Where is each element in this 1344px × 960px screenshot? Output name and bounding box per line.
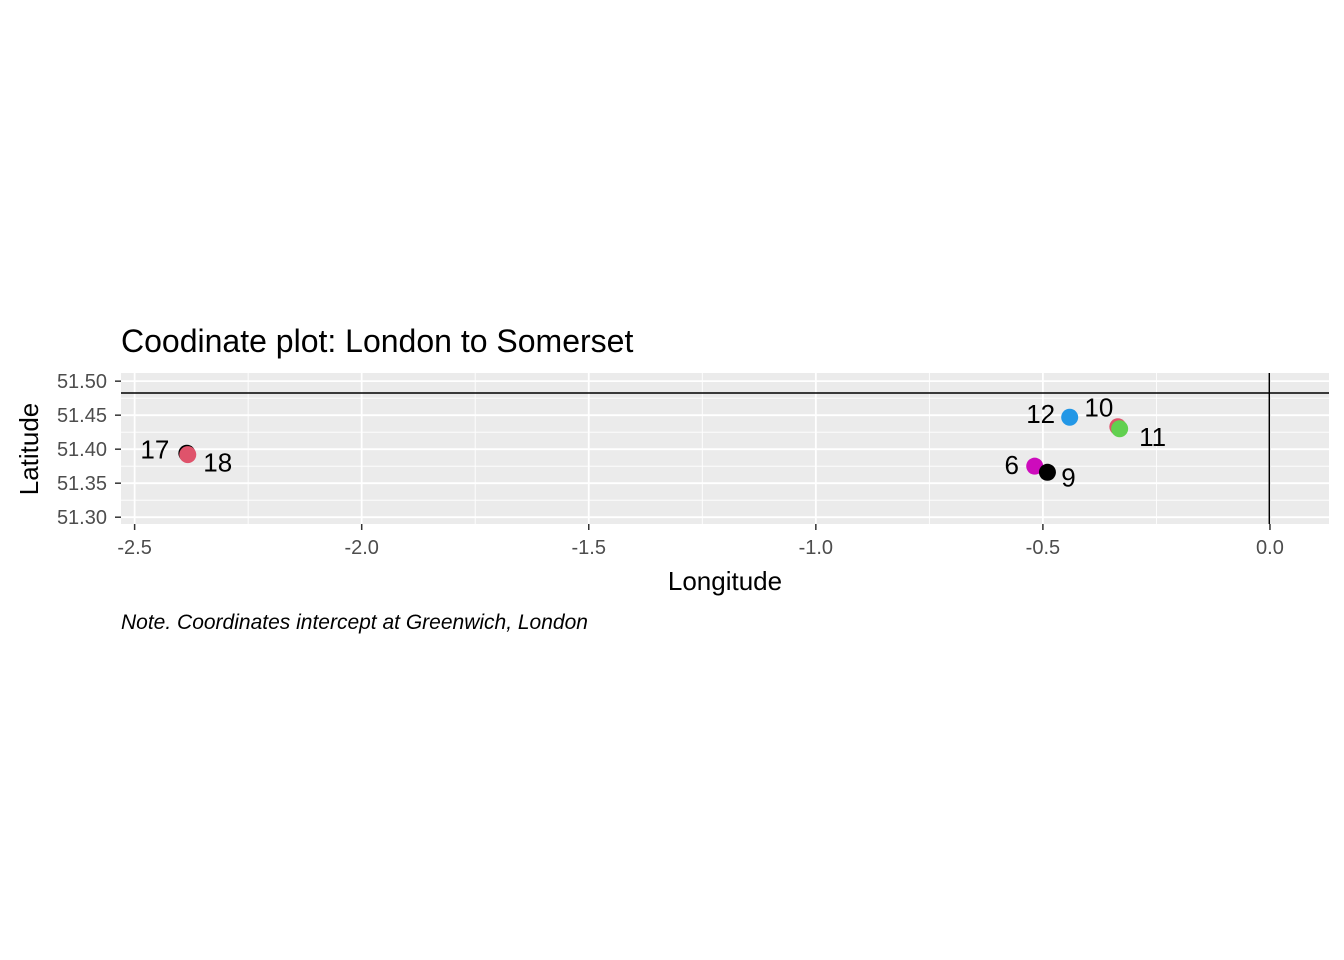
x-axis-ticks: -2.5 -2.0 -1.5 -1.0 -0.5 0.0 [117, 524, 1284, 559]
point-label-17: 17 [140, 434, 169, 464]
data-point-11 [1111, 420, 1129, 438]
x-tick-label: -0.5 [1026, 537, 1060, 559]
y-axis-title: Latitude [14, 403, 44, 496]
y-tick-label: 51.50 [57, 371, 107, 393]
reference-lines [121, 373, 1329, 524]
y-tick-label: 51.40 [57, 439, 107, 461]
point-labels: 17 18 12 10 11 6 9 [140, 393, 1166, 493]
x-axis-title: Longitude [668, 566, 782, 596]
data-points [178, 408, 1129, 481]
x-tick-label: -1.5 [572, 537, 606, 559]
data-point-6 [1026, 457, 1044, 475]
y-tick-label: 51.45 [57, 405, 107, 427]
x-tick-label: -1.0 [799, 537, 833, 559]
x-tick-label: 0.0 [1256, 537, 1284, 559]
point-label-6: 6 [1004, 450, 1018, 480]
point-label-9: 9 [1061, 462, 1075, 492]
data-point-12 [1061, 408, 1079, 426]
chart-title: Coodinate plot: London to Somerset [121, 323, 633, 359]
y-tick-label: 51.30 [57, 507, 107, 529]
data-point-9 [1038, 463, 1056, 481]
x-tick-label: -2.0 [344, 537, 378, 559]
point-label-10: 10 [1084, 393, 1113, 423]
chart-caption: Note. Coordinates intercept at Greenwich… [121, 611, 588, 634]
point-label-11: 11 [1139, 422, 1166, 452]
minor-gridlines [121, 373, 1329, 524]
y-tick-label: 51.35 [57, 473, 107, 495]
y-axis-ticks: 51.30 51.35 51.40 51.45 51.50 [57, 371, 121, 529]
data-point-18 [179, 446, 197, 464]
point-label-12: 12 [1026, 399, 1055, 429]
point-label-18: 18 [203, 448, 232, 478]
x-tick-label: -2.5 [117, 537, 151, 559]
